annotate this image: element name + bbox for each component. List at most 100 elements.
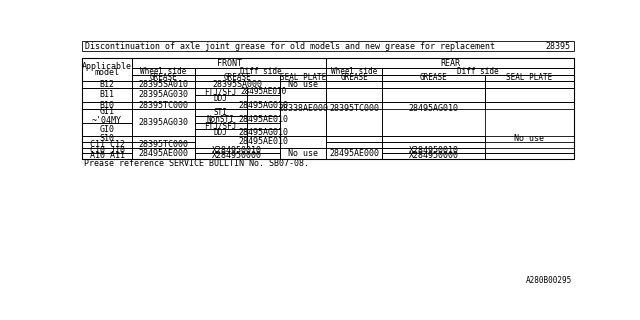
Text: 28338AE000: 28338AE000 [278, 104, 328, 113]
Text: FTJ/SFJ: FTJ/SFJ [204, 122, 237, 131]
Text: B10: B10 [100, 101, 115, 110]
Text: DDJ: DDJ [214, 128, 228, 137]
Bar [83, 153, 132, 158]
Bar [195, 95, 246, 102]
Bar [132, 88, 195, 102]
Bar [132, 75, 195, 81]
Bar [326, 102, 382, 109]
Bar [326, 141, 382, 148]
Bar [382, 88, 485, 102]
Bar [83, 102, 132, 109]
Text: REAR: REAR [440, 59, 460, 68]
Bar [132, 81, 195, 88]
Text: GREASE: GREASE [149, 73, 177, 82]
Bar [382, 136, 485, 141]
Bar [280, 88, 326, 102]
Text: A280B00295: A280B00295 [526, 276, 572, 285]
Text: 28495AE010: 28495AE010 [238, 115, 288, 124]
Bar [382, 148, 485, 153]
Bar [382, 68, 573, 75]
Bar [246, 123, 280, 129]
Bar [326, 136, 382, 141]
Text: GREASE: GREASE [340, 73, 368, 82]
Text: FTJ/SFJ: FTJ/SFJ [204, 87, 237, 96]
Bar [83, 148, 132, 153]
Bar [485, 153, 573, 158]
Text: Applicable: Applicable [82, 62, 132, 71]
Bar [485, 81, 573, 88]
Text: GI0: GI0 [100, 125, 115, 134]
Text: 28395AG030: 28395AG030 [138, 91, 188, 100]
Text: S10: S10 [100, 134, 115, 143]
Bar [246, 88, 280, 95]
Bar [195, 109, 246, 116]
Bar [195, 68, 326, 75]
Bar [83, 58, 573, 158]
Bar [195, 116, 246, 123]
Bar [83, 41, 573, 52]
Bar [280, 81, 326, 136]
Text: GREASE: GREASE [420, 73, 447, 82]
Bar [246, 109, 280, 116]
Text: 28495AG010: 28495AG010 [238, 128, 288, 137]
Bar [195, 148, 280, 153]
Bar [195, 129, 246, 136]
Text: 28395SA000: 28395SA000 [212, 80, 262, 89]
Text: X284950000: X284950000 [212, 151, 262, 160]
Text: 28495AE000: 28495AE000 [138, 148, 188, 158]
Bar [132, 109, 195, 136]
Bar [280, 136, 326, 148]
Bar [83, 123, 132, 136]
Bar [195, 81, 280, 88]
Text: GREASE: GREASE [223, 73, 252, 82]
Bar [195, 102, 246, 109]
Text: B11: B11 [100, 91, 115, 100]
Text: No use: No use [288, 148, 318, 158]
Text: 28495AG010: 28495AG010 [238, 101, 288, 110]
Text: No use: No use [515, 134, 545, 143]
Bar [195, 88, 246, 95]
Text: A10 A11: A10 A11 [90, 151, 125, 160]
Text: ~'04MY: ~'04MY [92, 116, 122, 125]
Bar [195, 75, 280, 81]
Text: B12: B12 [100, 80, 115, 89]
Bar [280, 75, 326, 81]
Text: Wheel side: Wheel side [140, 67, 186, 76]
Text: 28495AE000: 28495AE000 [330, 148, 380, 158]
Text: Diff side: Diff side [457, 67, 499, 76]
Text: NonSTI: NonSTI [207, 115, 234, 124]
Bar [132, 68, 195, 75]
Bar [326, 81, 382, 136]
Text: 28395: 28395 [545, 42, 571, 51]
Text: X284950010: X284950010 [212, 146, 262, 155]
Bar [83, 109, 132, 123]
Text: SEAL PLATE: SEAL PLATE [506, 73, 552, 82]
Bar [382, 81, 485, 88]
Bar [280, 102, 326, 109]
Bar [485, 102, 573, 109]
Text: DDJ: DDJ [214, 94, 228, 103]
Bar [246, 102, 280, 109]
Text: model: model [95, 68, 120, 77]
Text: Prease reference SERVICE BULLTIN No. SB07-08.: Prease reference SERVICE BULLTIN No. SB0… [84, 159, 309, 168]
Bar [83, 88, 132, 102]
Bar [326, 148, 382, 158]
Text: No use: No use [288, 80, 318, 89]
Bar [326, 68, 382, 75]
Bar [326, 75, 382, 81]
Bar [132, 58, 326, 68]
Bar [485, 75, 573, 81]
Text: 28395SA010: 28395SA010 [138, 80, 188, 89]
Text: C11 C12: C11 C12 [90, 140, 125, 149]
Bar [195, 136, 246, 148]
Bar [280, 148, 326, 158]
Bar [83, 81, 132, 88]
Text: C10 J10: C10 J10 [90, 146, 125, 155]
Bar [326, 58, 573, 68]
Text: 28495AE010: 28495AE010 [240, 87, 287, 96]
Text: GI1: GI1 [100, 107, 115, 116]
Bar [485, 136, 573, 141]
Text: 28395TC000: 28395TC000 [138, 101, 188, 110]
Text: Discontinuation of axle joint grease for old models and new grease for replaceme: Discontinuation of axle joint grease for… [85, 42, 495, 51]
Text: STI: STI [214, 108, 228, 117]
